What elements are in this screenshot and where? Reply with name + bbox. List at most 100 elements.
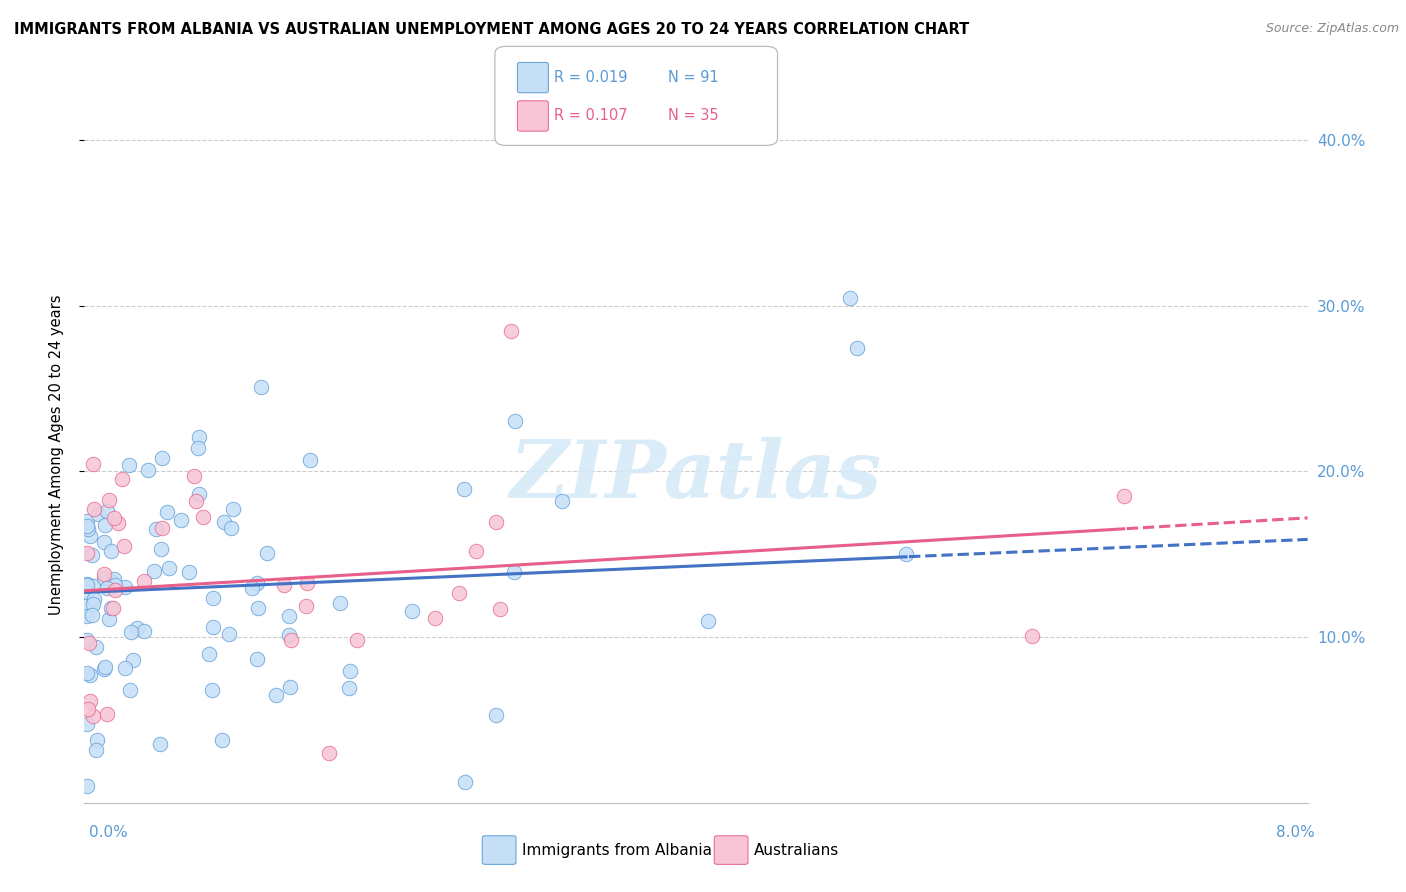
Point bbox=[79, 636, 101, 650]
Point bbox=[346, 633, 368, 648]
Y-axis label: Unemployment Among Ages 20 to 24 years: Unemployment Among Ages 20 to 24 years bbox=[49, 294, 63, 615]
Point bbox=[423, 610, 446, 624]
Point bbox=[894, 547, 917, 561]
Point bbox=[76, 716, 98, 731]
Point bbox=[148, 737, 170, 751]
Point bbox=[339, 664, 361, 678]
Text: Immigrants from Albania: Immigrants from Albania bbox=[522, 843, 711, 857]
Point bbox=[82, 578, 104, 592]
Point bbox=[502, 565, 524, 579]
Point bbox=[454, 775, 477, 789]
Point bbox=[79, 529, 101, 543]
Point bbox=[485, 515, 508, 529]
Point bbox=[76, 577, 98, 591]
Point bbox=[84, 640, 107, 654]
Point bbox=[100, 544, 122, 558]
Point bbox=[76, 633, 98, 648]
Point bbox=[198, 648, 221, 662]
Point bbox=[299, 452, 322, 467]
Point bbox=[499, 324, 522, 338]
Point bbox=[82, 457, 104, 471]
Point bbox=[127, 621, 149, 635]
Point bbox=[188, 430, 211, 444]
Point bbox=[294, 599, 316, 614]
Point bbox=[150, 451, 173, 466]
Point bbox=[82, 548, 104, 562]
Point bbox=[101, 601, 124, 615]
Point bbox=[1021, 629, 1043, 643]
Point bbox=[103, 511, 125, 525]
Point bbox=[120, 624, 142, 639]
Point bbox=[211, 732, 233, 747]
Point bbox=[219, 521, 242, 535]
Text: 0.0%: 0.0% bbox=[89, 825, 128, 840]
Point bbox=[218, 627, 240, 641]
Point bbox=[201, 620, 224, 634]
Point bbox=[93, 566, 115, 581]
Point bbox=[86, 743, 108, 757]
Point bbox=[118, 682, 141, 697]
Point bbox=[256, 546, 278, 560]
Point bbox=[156, 505, 179, 519]
Point bbox=[79, 694, 101, 708]
Point bbox=[170, 513, 193, 527]
Point bbox=[145, 522, 167, 536]
Point bbox=[318, 746, 340, 760]
Point bbox=[77, 702, 100, 716]
Point bbox=[337, 681, 360, 695]
Point bbox=[134, 624, 156, 639]
Point bbox=[82, 708, 104, 723]
Point bbox=[503, 414, 526, 428]
Point bbox=[696, 614, 718, 628]
Point bbox=[100, 601, 122, 615]
Point bbox=[96, 706, 118, 721]
Point bbox=[278, 608, 301, 623]
Point bbox=[93, 517, 115, 532]
Text: R = 0.107: R = 0.107 bbox=[554, 109, 627, 123]
Point bbox=[550, 494, 572, 508]
Point bbox=[97, 612, 120, 626]
Point bbox=[447, 585, 470, 599]
Point bbox=[132, 574, 155, 588]
Point bbox=[93, 662, 115, 676]
Point bbox=[212, 515, 235, 529]
Text: R = 0.019: R = 0.019 bbox=[554, 70, 627, 85]
Point bbox=[76, 585, 98, 599]
Point bbox=[93, 535, 115, 549]
Point bbox=[104, 578, 127, 592]
Point bbox=[328, 596, 350, 610]
Point bbox=[103, 572, 125, 586]
Point bbox=[136, 463, 159, 477]
Point bbox=[838, 291, 860, 305]
Point bbox=[179, 565, 201, 579]
Point bbox=[122, 653, 145, 667]
Point bbox=[485, 707, 508, 722]
Point bbox=[246, 575, 269, 590]
Point bbox=[280, 632, 302, 647]
Point bbox=[104, 583, 127, 598]
Point bbox=[149, 542, 172, 557]
Point bbox=[76, 609, 98, 624]
Point bbox=[264, 688, 287, 702]
Point bbox=[273, 578, 295, 592]
Point bbox=[114, 580, 136, 594]
Point bbox=[247, 601, 270, 615]
Point bbox=[221, 502, 243, 516]
Point bbox=[191, 510, 214, 524]
Point bbox=[278, 680, 301, 694]
Point bbox=[76, 546, 98, 560]
Point bbox=[187, 441, 209, 455]
Text: ZIPatlas: ZIPatlas bbox=[510, 437, 882, 515]
Point bbox=[82, 608, 104, 623]
Point bbox=[76, 577, 98, 591]
Point bbox=[201, 683, 224, 698]
Point bbox=[79, 667, 101, 681]
Text: 8.0%: 8.0% bbox=[1275, 825, 1315, 840]
Point bbox=[97, 493, 120, 508]
Point bbox=[465, 544, 488, 558]
Point bbox=[107, 516, 129, 530]
Point bbox=[846, 341, 869, 355]
Point bbox=[82, 597, 104, 611]
Point bbox=[202, 591, 225, 606]
Point bbox=[76, 514, 98, 528]
